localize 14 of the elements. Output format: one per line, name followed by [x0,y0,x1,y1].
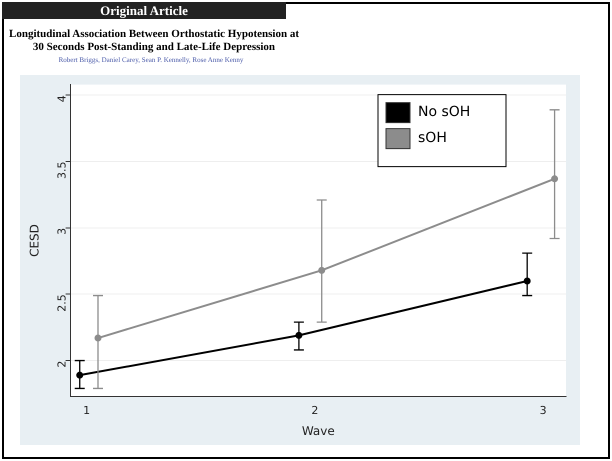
x-tick-label: 1 [83,404,90,417]
y-tick-label: 2 [55,360,68,368]
legend-label: sOH [418,130,447,146]
x-tick-label: 3 [540,404,547,417]
x-axis-title: Wave [302,424,335,438]
x-tick-label: 2 [311,404,318,417]
chart-title: Longitudinal Association Between Orthostatic Hypotension at 30 Seconds Post-Standing and Late-Life Depression [8,28,300,54]
y-axis-title: CESD [27,224,42,257]
y-tick-label: 2.5 [55,294,68,312]
y-tick-label: 3.5 [55,162,68,180]
y-tick-label: 3 [55,228,68,235]
y-tick-label: 4 [55,95,68,102]
text: Original Article [2,2,286,19]
legend-label: No sOH [418,104,470,120]
